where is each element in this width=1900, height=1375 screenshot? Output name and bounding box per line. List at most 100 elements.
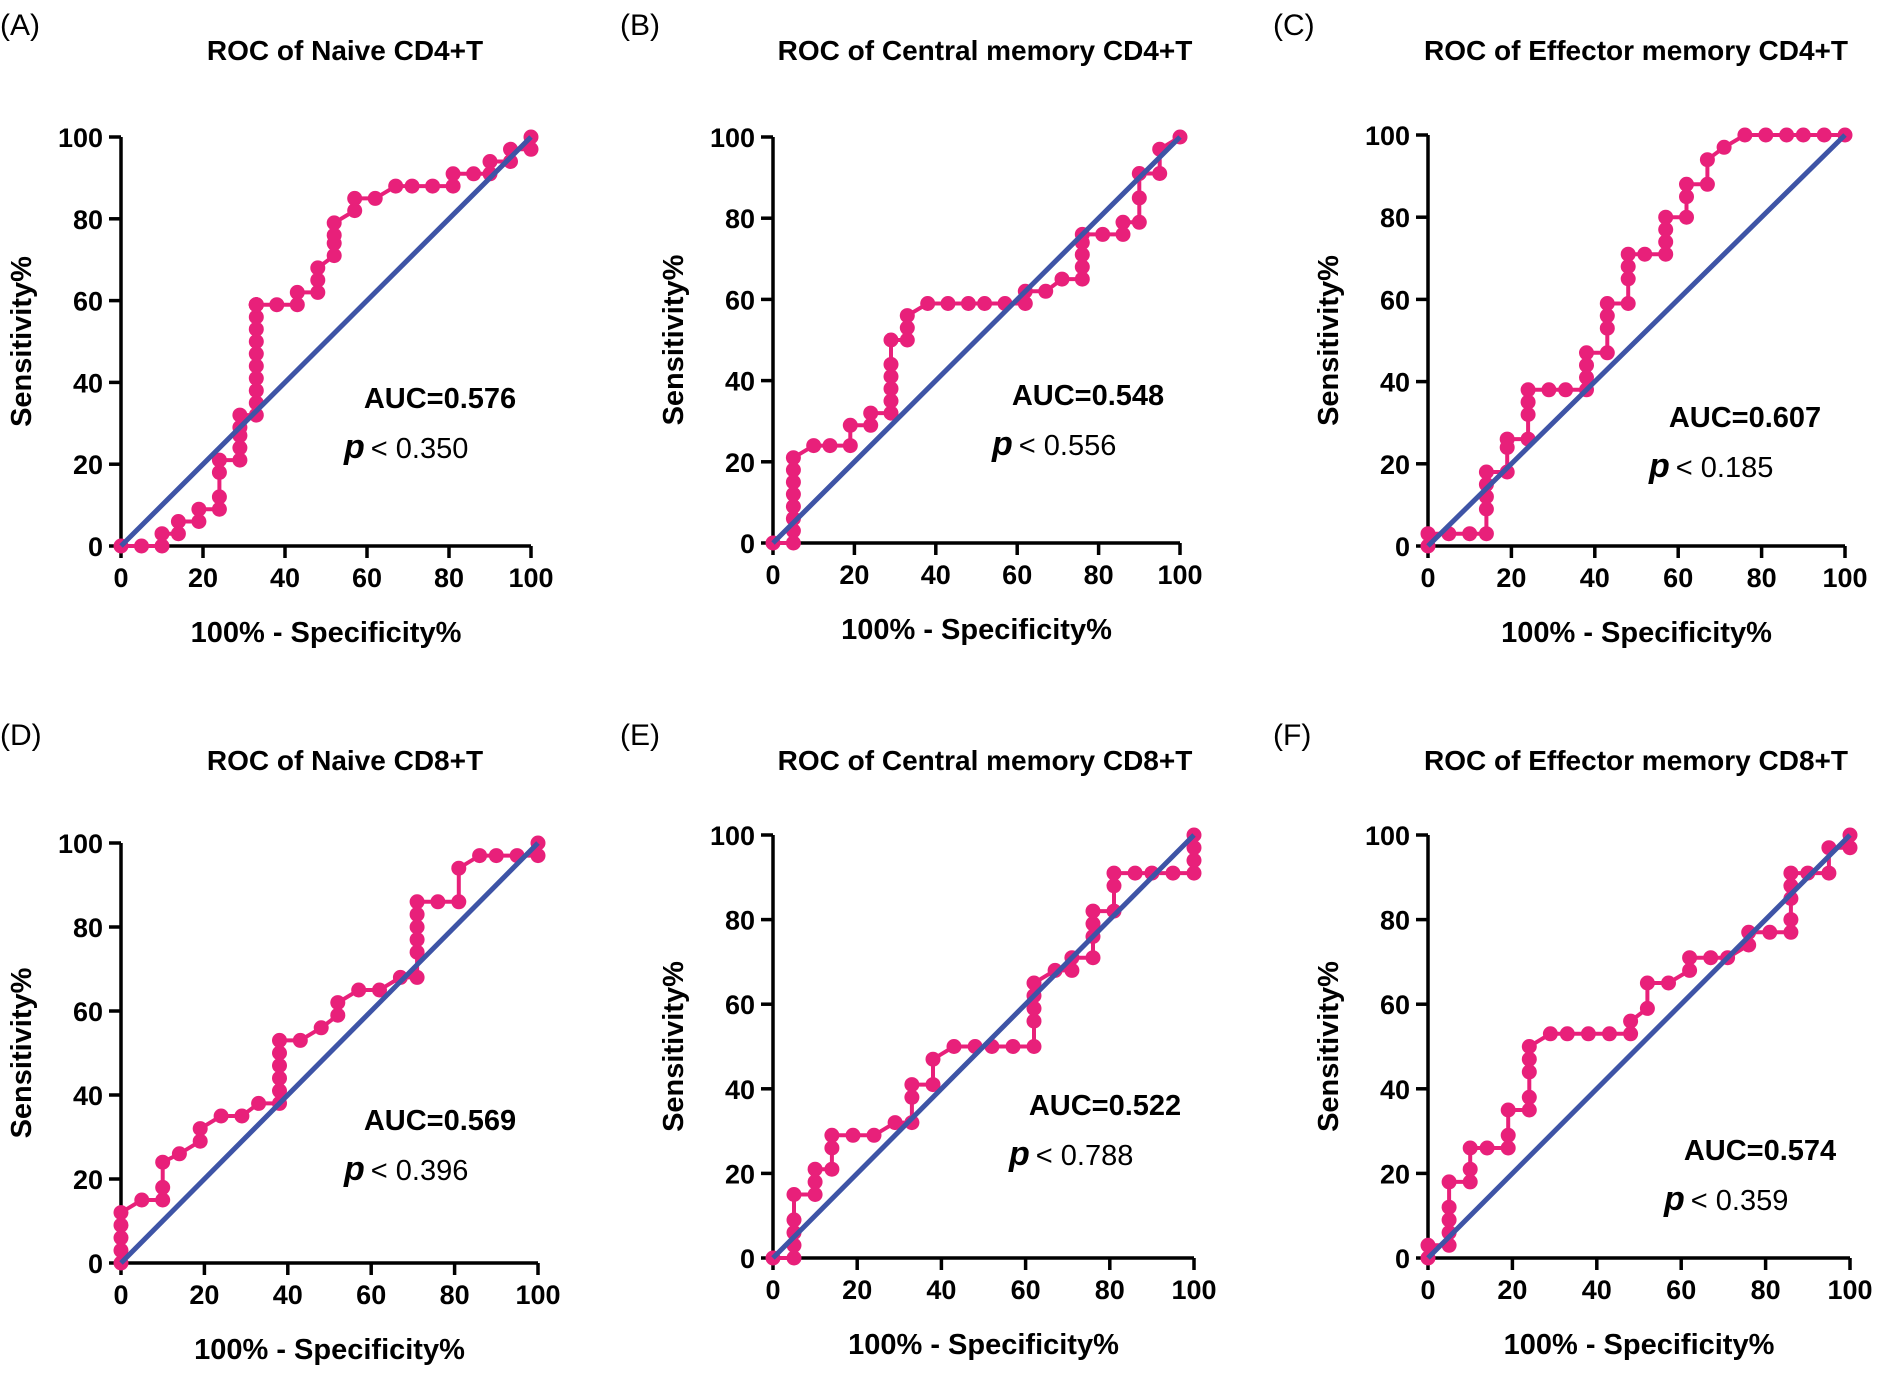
roc-point bbox=[326, 248, 342, 264]
x-tick-label: 60 bbox=[356, 1280, 386, 1310]
roc-point bbox=[1579, 357, 1594, 373]
roc-point bbox=[1521, 1051, 1537, 1067]
x-tick-label: 80 bbox=[1084, 560, 1114, 590]
roc-point bbox=[404, 178, 420, 194]
y-axis-label: Sensitivity% bbox=[6, 256, 38, 427]
roc-point bbox=[171, 1146, 187, 1162]
roc-point bbox=[1186, 852, 1202, 868]
roc-point bbox=[248, 321, 264, 337]
roc-point bbox=[272, 1045, 287, 1061]
roc-point bbox=[466, 166, 482, 182]
roc-point bbox=[785, 535, 801, 551]
y-tick-label: 60 bbox=[725, 285, 755, 315]
roc-point bbox=[1131, 190, 1147, 206]
roc-point bbox=[1499, 431, 1515, 447]
roc-point bbox=[1462, 1161, 1478, 1177]
roc-point bbox=[1737, 127, 1753, 143]
roc-panel-a: (A) ROC of Naive CD4+T 0 20 40 60 80 100 0 20 40 60… bbox=[0, 9, 554, 649]
p-value-text: < 0.396 bbox=[371, 1155, 469, 1187]
roc-point bbox=[1479, 1140, 1495, 1156]
roc-point bbox=[807, 1174, 823, 1190]
roc-point bbox=[445, 166, 461, 182]
p-value-annotation: p < 0.350 bbox=[343, 428, 468, 466]
roc-point bbox=[211, 464, 227, 480]
roc-point bbox=[1620, 259, 1636, 274]
y-tick-label: 100 bbox=[710, 821, 755, 851]
roc-point bbox=[1679, 176, 1694, 192]
roc-point bbox=[807, 1187, 823, 1202]
y-tick-label: 60 bbox=[725, 990, 755, 1020]
x-tick-label: 80 bbox=[1095, 1275, 1125, 1305]
y-axis-label: Sensitivity% bbox=[6, 967, 38, 1138]
roc-point bbox=[170, 514, 186, 529]
roc-point bbox=[292, 1032, 308, 1048]
reference-diagonal bbox=[1426, 133, 1847, 548]
x-axis-label: 100% - Specificity% bbox=[1504, 1329, 1775, 1361]
roc-point bbox=[289, 297, 305, 313]
roc-point bbox=[170, 526, 186, 542]
x-tick-label: 20 bbox=[842, 1275, 872, 1305]
roc-point bbox=[1541, 382, 1557, 398]
roc-point bbox=[272, 1032, 287, 1048]
roc-point bbox=[211, 501, 227, 517]
roc-point bbox=[824, 1161, 840, 1177]
roc-point bbox=[134, 1192, 150, 1208]
x-tick-label: 60 bbox=[1002, 560, 1032, 590]
y-axis-label: Sensitivity% bbox=[1313, 961, 1345, 1132]
roc-point bbox=[272, 1058, 287, 1074]
roc-point bbox=[1520, 407, 1536, 422]
p-symbol: p bbox=[1648, 447, 1670, 485]
roc-point bbox=[351, 982, 367, 998]
roc-point bbox=[248, 383, 264, 399]
roc-point bbox=[1682, 962, 1698, 978]
roc-point bbox=[330, 1007, 346, 1023]
roc-point bbox=[1542, 1026, 1558, 1042]
roc-point bbox=[1623, 1013, 1639, 1029]
roc-point bbox=[960, 296, 976, 311]
roc-point bbox=[1478, 526, 1494, 542]
roc-point bbox=[248, 346, 264, 362]
y-tick-label: 100 bbox=[1365, 821, 1410, 851]
x-tick-label: 40 bbox=[926, 1275, 956, 1305]
roc-point bbox=[1599, 308, 1615, 324]
roc-point bbox=[330, 995, 346, 1011]
y-tick-label: 100 bbox=[1365, 121, 1410, 151]
roc-point bbox=[1520, 394, 1536, 410]
y-axis-label: Sensitivity% bbox=[658, 254, 690, 425]
roc-panel-d: (D) ROC of Naive CD8+T 0 20 40 60 80 100 0 20 40 60… bbox=[0, 719, 561, 1366]
y-tick-label: 80 bbox=[725, 906, 755, 936]
roc-point bbox=[786, 1250, 802, 1266]
y-tick-label: 80 bbox=[1380, 906, 1410, 936]
p-value-annotation: p < 0.359 bbox=[1663, 1180, 1788, 1218]
roc-point bbox=[313, 1020, 329, 1036]
x-tick-label: 40 bbox=[270, 563, 300, 593]
roc-panel-b: (B) ROC of Central memory CD4+T 0 20 40 60 80 1… bbox=[620, 9, 1203, 646]
y-tick-label: 20 bbox=[73, 1165, 103, 1195]
roc-point bbox=[1152, 166, 1168, 181]
roc-point bbox=[155, 1179, 171, 1195]
roc-point bbox=[232, 407, 248, 423]
roc-point bbox=[269, 297, 285, 313]
roc-point bbox=[1779, 127, 1795, 143]
roc-point bbox=[1703, 950, 1719, 966]
roc-point bbox=[866, 1127, 882, 1143]
roc-point bbox=[251, 1095, 267, 1111]
y-tick-label: 100 bbox=[58, 829, 103, 859]
y-tick-label: 20 bbox=[725, 448, 755, 478]
roc-point bbox=[113, 1242, 129, 1258]
auc-annotation: AUC=0.576 bbox=[364, 383, 516, 415]
chart-title: ROC of Naive CD4+T bbox=[207, 35, 483, 66]
roc-point bbox=[845, 1127, 861, 1143]
roc-point bbox=[488, 848, 504, 864]
roc-point bbox=[192, 1121, 208, 1137]
roc-point bbox=[1441, 1174, 1457, 1190]
panel-label: (A) bbox=[0, 9, 40, 42]
roc-point bbox=[248, 370, 264, 386]
roc-point bbox=[1131, 214, 1147, 230]
roc-point bbox=[530, 848, 546, 864]
reference-diagonal bbox=[119, 135, 533, 548]
x-tick-label: 80 bbox=[440, 1280, 470, 1310]
roc-point bbox=[1420, 526, 1436, 542]
roc-point bbox=[134, 538, 149, 554]
